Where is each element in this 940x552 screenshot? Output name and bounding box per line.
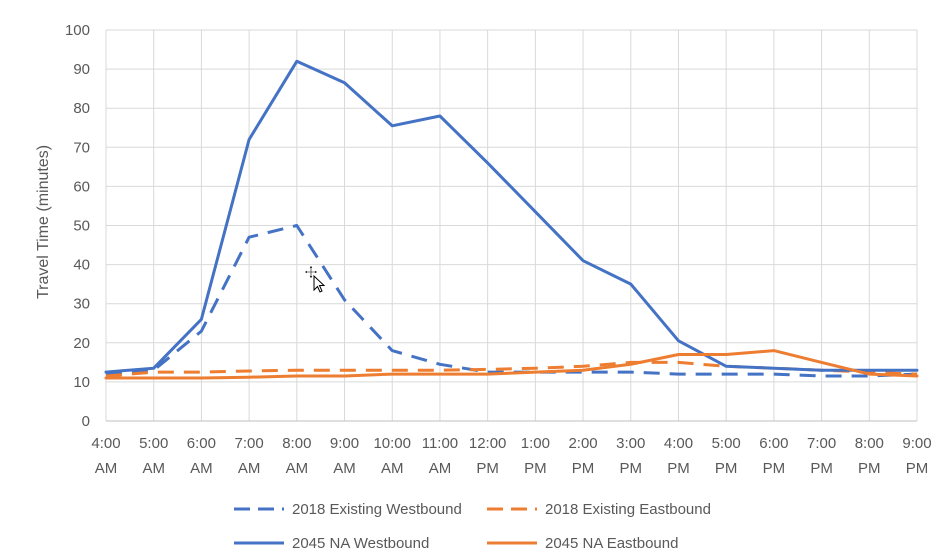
x-tick-time: 5:00 — [139, 435, 168, 452]
y-tick-label: 20 — [73, 335, 90, 352]
x-tick-label: 6:00 AM — [187, 435, 216, 477]
y-tick-label: 90 — [73, 61, 90, 78]
x-tick-label: 7:00 AM — [235, 435, 264, 477]
x-tick-period: PM — [715, 460, 738, 477]
y-tick-label: 0 — [82, 413, 90, 430]
move-cursor-icon — [303, 264, 326, 293]
x-tick-period: PM — [810, 460, 833, 477]
y-tick-label: 60 — [73, 178, 90, 195]
x-tick-time: 12:00 — [469, 435, 507, 452]
x-tick-label: 2:00 PM — [568, 435, 597, 477]
x-tick-label: 9:00 AM — [330, 435, 359, 477]
x-tick-period: AM — [333, 460, 356, 477]
x-tick-time: 2:00 — [568, 435, 597, 452]
y-tick-label: 40 — [73, 257, 90, 274]
x-tick-period: AM — [286, 460, 309, 477]
x-tick-label: 10:00 AM — [373, 435, 411, 477]
x-tick-label: 8:00 AM — [282, 435, 311, 477]
x-tick-time: 7:00 — [235, 435, 264, 452]
x-tick-label: 11:00 AM — [422, 435, 458, 477]
x-tick-time: 11:00 — [422, 435, 458, 452]
x-tick-label: 9:00 PM — [902, 435, 931, 477]
legend-label: 2018 Existing Westbound — [292, 501, 462, 518]
x-tick-time: 6:00 — [759, 435, 788, 452]
x-tick-time: 7:00 — [807, 435, 836, 452]
x-tick-period: AM — [190, 460, 213, 477]
legend-item: 2018 Existing Eastbound — [487, 501, 711, 518]
x-tick-time: 8:00 — [855, 435, 884, 452]
y-tick-label: 50 — [73, 218, 90, 235]
x-tick-label: 5:00 AM — [139, 435, 168, 477]
x-tick-period: AM — [95, 460, 118, 477]
legend-label: 2045 NA Eastbound — [545, 535, 678, 552]
x-tick-time: 9:00 — [330, 435, 359, 452]
x-axis-ticks: 4:00AM5:00AM6:00AM7:00AM8:00AM9:00AM10:0… — [91, 435, 931, 477]
x-tick-label: 8:00 PM — [855, 435, 884, 477]
legend-label: 2018 Existing Eastbound — [545, 501, 711, 518]
x-tick-time: 3:00 — [616, 435, 645, 452]
series-lines — [104, 59, 919, 380]
x-tick-time: 10:00 — [373, 435, 411, 452]
legend-item: 2045 NA Eastbound — [487, 535, 678, 552]
x-tick-period: AM — [381, 460, 404, 477]
x-tick-time: 4:00 — [91, 435, 120, 452]
x-tick-period: PM — [476, 460, 499, 477]
x-tick-period: AM — [238, 460, 261, 477]
x-tick-period: AM — [142, 460, 165, 477]
x-tick-time: 4:00 — [664, 435, 693, 452]
x-tick-label: 6:00 PM — [759, 435, 788, 477]
series-line-4 — [104, 349, 919, 380]
legend: 2018 Existing Westbound 2018 Existing Eas… — [234, 501, 711, 552]
x-tick-label: 1:00 PM — [521, 435, 550, 477]
x-tick-period: PM — [524, 460, 547, 477]
series-line-1 — [105, 224, 918, 378]
y-axis-ticks: 0 10 20 30 40 50 60 70 80 90 100 — [65, 22, 90, 430]
y-axis-title: Travel Time (minutes) — [35, 145, 52, 299]
x-tick-time: 1:00 — [521, 435, 550, 452]
x-tick-period: PM — [906, 460, 929, 477]
grid — [105, 29, 918, 422]
x-tick-time: 8:00 — [282, 435, 311, 452]
x-tick-period: PM — [763, 460, 786, 477]
y-tick-label: 10 — [73, 374, 90, 391]
x-tick-time: 6:00 — [187, 435, 216, 452]
x-tick-label: 5:00 PM — [712, 435, 741, 477]
x-tick-period: AM — [429, 460, 452, 477]
legend-label: 2045 NA Westbound — [292, 535, 429, 552]
x-tick-period: PM — [620, 460, 643, 477]
y-tick-label: 80 — [73, 100, 90, 117]
x-tick-label: 3:00 PM — [616, 435, 645, 477]
x-tick-time: 9:00 — [902, 435, 931, 452]
x-tick-label: 4:00 PM — [664, 435, 693, 477]
legend-item: 2018 Existing Westbound — [234, 501, 462, 518]
y-tick-label: 100 — [65, 22, 90, 39]
y-tick-label: 70 — [73, 139, 90, 156]
series-line-3 — [104, 59, 919, 374]
x-tick-label: 4:00 AM — [91, 435, 120, 477]
y-tick-label: 30 — [73, 296, 90, 313]
legend-item: 2045 NA Westbound — [234, 535, 429, 552]
x-tick-label: 12:00 PM — [469, 435, 507, 477]
x-tick-period: PM — [572, 460, 595, 477]
x-tick-time: 5:00 — [712, 435, 741, 452]
x-tick-period: PM — [667, 460, 690, 477]
x-tick-period: PM — [858, 460, 881, 477]
x-tick-label: 7:00 PM — [807, 435, 836, 477]
